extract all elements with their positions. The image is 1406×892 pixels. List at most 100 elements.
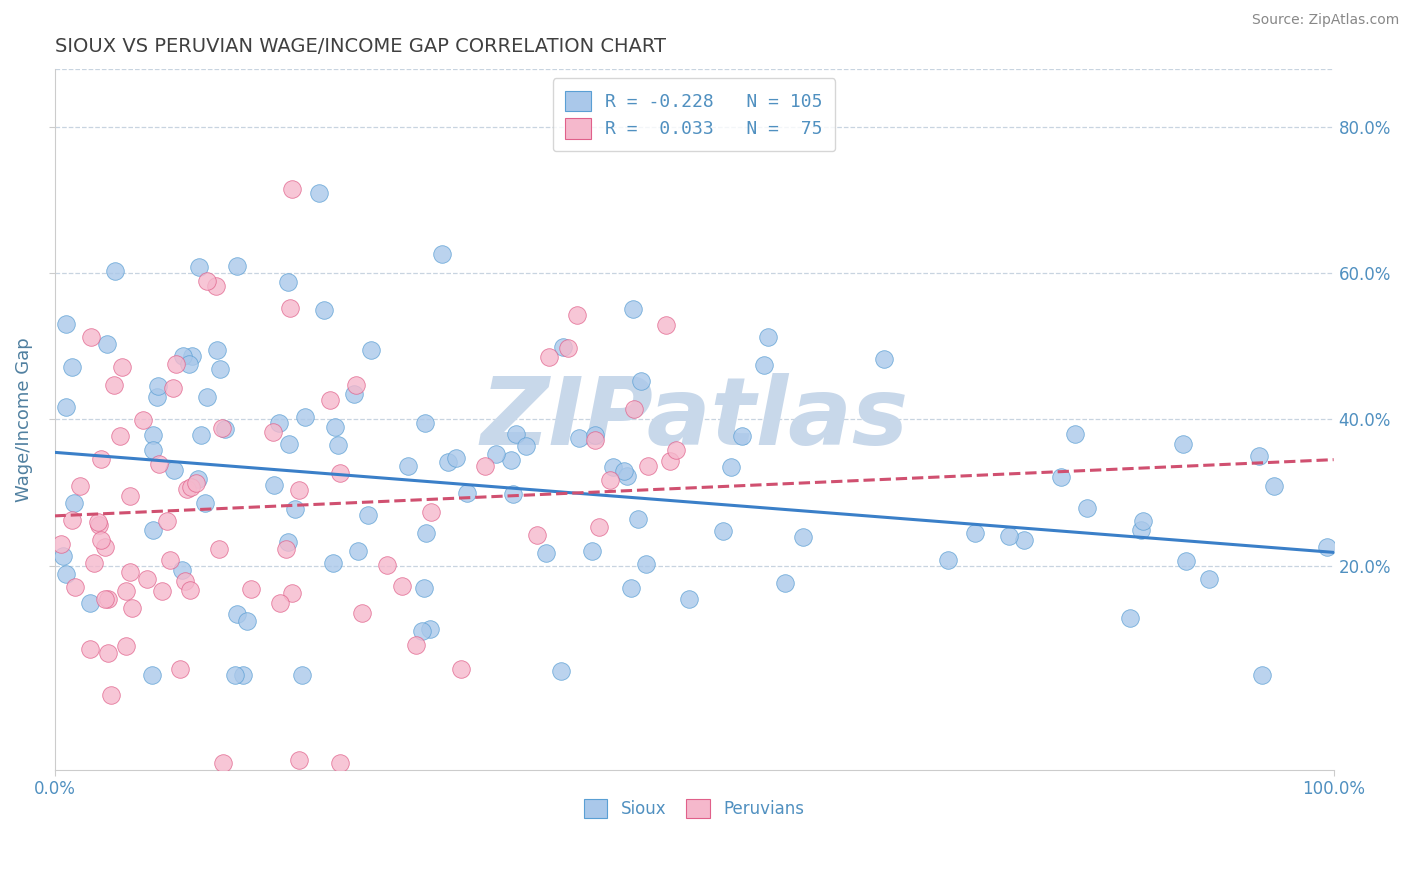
Point: [239, 582, 262, 596]
Point: [1198, 573, 1220, 587]
Point: [583, 427, 606, 442]
Point: [550, 664, 572, 678]
Point: [194, 496, 217, 510]
Point: [278, 301, 301, 315]
Point: [278, 436, 301, 450]
Point: [52, 549, 75, 563]
Point: [1175, 554, 1198, 568]
Point: [55, 317, 77, 331]
Point: [620, 581, 643, 595]
Point: [357, 508, 380, 522]
Point: [79, 642, 101, 657]
Point: [551, 340, 574, 354]
Point: [873, 351, 896, 366]
Point: [322, 556, 344, 570]
Point: [752, 358, 775, 372]
Point: [162, 381, 184, 395]
Text: ZIPatlas: ZIPatlas: [479, 374, 908, 466]
Point: [329, 756, 352, 770]
Point: [308, 186, 330, 200]
Point: [456, 485, 478, 500]
Point: [588, 520, 610, 534]
Point: [103, 378, 125, 392]
Point: [538, 351, 561, 365]
Point: [583, 433, 606, 447]
Point: [557, 342, 579, 356]
Point: [568, 431, 591, 445]
Point: [65, 580, 87, 594]
Point: [621, 302, 644, 317]
Point: [115, 583, 138, 598]
Point: [314, 302, 336, 317]
Point: [63, 496, 86, 510]
Point: [319, 393, 342, 408]
Point: [430, 246, 453, 260]
Point: [405, 638, 427, 652]
Point: [274, 541, 297, 556]
Point: [69, 479, 91, 493]
Point: [505, 426, 527, 441]
Point: [277, 275, 299, 289]
Point: [121, 600, 143, 615]
Point: [613, 464, 636, 478]
Point: [1119, 611, 1142, 625]
Point: [1064, 427, 1087, 442]
Point: [343, 387, 366, 401]
Point: [163, 463, 186, 477]
Point: [205, 343, 228, 357]
Point: [599, 473, 621, 487]
Point: [630, 374, 652, 388]
Point: [225, 260, 247, 274]
Point: [214, 422, 236, 436]
Point: [150, 584, 173, 599]
Point: [444, 450, 467, 465]
Point: [485, 447, 508, 461]
Point: [1050, 470, 1073, 484]
Point: [1316, 540, 1339, 554]
Point: [208, 362, 231, 376]
Point: [1132, 514, 1154, 528]
Point: [287, 483, 309, 497]
Point: [120, 489, 142, 503]
Point: [526, 528, 548, 542]
Point: [205, 279, 228, 293]
Point: [174, 574, 197, 588]
Point: [415, 526, 437, 541]
Point: [55, 567, 77, 582]
Point: [659, 454, 682, 468]
Point: [142, 427, 165, 442]
Point: [93, 541, 115, 555]
Point: [187, 472, 209, 486]
Point: [344, 377, 367, 392]
Point: [80, 330, 103, 344]
Point: [262, 425, 284, 439]
Point: [212, 756, 235, 770]
Point: [208, 542, 231, 557]
Point: [176, 482, 198, 496]
Point: [96, 591, 118, 606]
Point: [142, 443, 165, 458]
Point: [146, 390, 169, 404]
Point: [269, 597, 291, 611]
Point: [87, 517, 110, 532]
Point: [159, 552, 181, 566]
Point: [411, 624, 433, 639]
Point: [936, 553, 959, 567]
Point: [1130, 524, 1153, 538]
Point: [284, 502, 307, 516]
Point: [413, 581, 436, 595]
Point: [360, 343, 382, 358]
Point: [224, 668, 246, 682]
Point: [419, 622, 441, 636]
Point: [1076, 501, 1098, 516]
Text: Source: ZipAtlas.com: Source: ZipAtlas.com: [1251, 13, 1399, 28]
Point: [136, 572, 159, 586]
Point: [581, 544, 603, 558]
Point: [350, 606, 373, 620]
Point: [326, 438, 349, 452]
Point: [115, 639, 138, 653]
Point: [49, 537, 72, 551]
Point: [291, 668, 314, 682]
Point: [226, 607, 249, 621]
Point: [294, 409, 316, 424]
